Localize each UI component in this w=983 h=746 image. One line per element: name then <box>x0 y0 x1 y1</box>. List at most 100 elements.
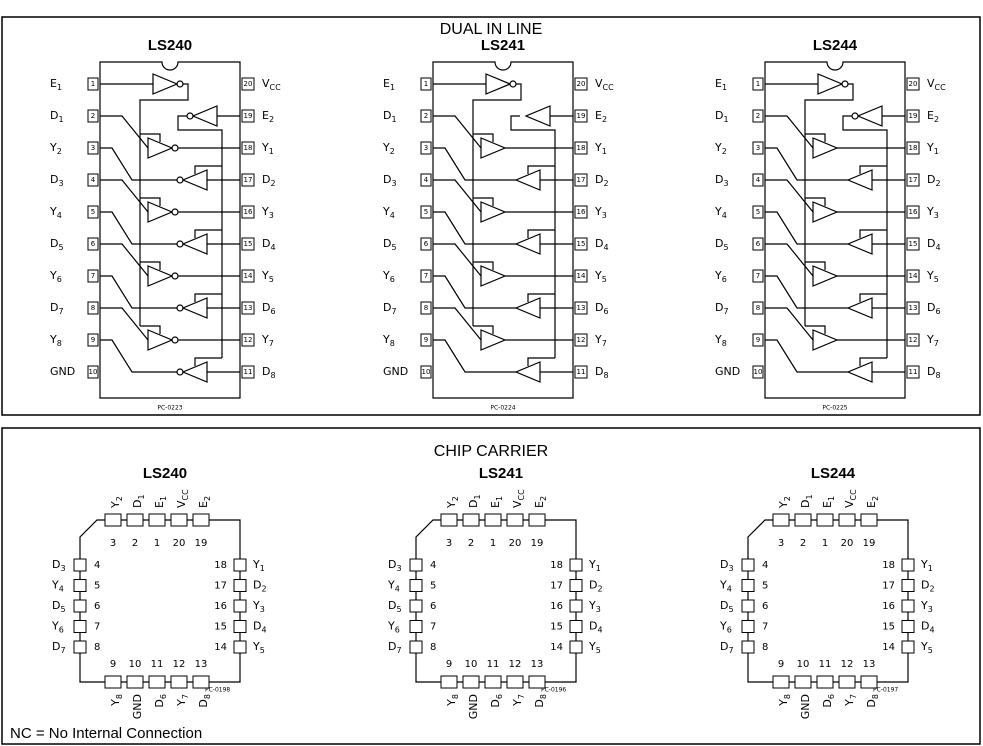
wire <box>472 83 522 326</box>
pin-number: 5 <box>756 208 760 216</box>
pin-label: D1 <box>715 109 729 124</box>
pin-number: 13 <box>909 304 918 312</box>
pin <box>170 675 188 689</box>
pin <box>73 640 87 654</box>
pin-label: D5 <box>720 599 734 614</box>
pin-label: D5 <box>388 599 402 614</box>
pin-label: D3 <box>383 173 397 188</box>
pin-number: 17 <box>550 581 563 592</box>
inverter-bubble <box>851 112 859 120</box>
pin-label: Y6 <box>49 269 62 284</box>
pin-number: 19 <box>909 112 918 120</box>
pin-label: D4 <box>921 620 935 635</box>
pin-number: 6 <box>756 240 761 248</box>
buffer-gate <box>812 265 839 287</box>
pin-label: D7 <box>383 301 397 316</box>
pin-label: D3 <box>715 173 729 188</box>
wire <box>100 179 149 213</box>
package-name: LS240 <box>143 465 187 482</box>
pin-label: Y8 <box>382 333 395 348</box>
pin-number: 11 <box>909 368 918 376</box>
pin <box>241 237 255 251</box>
pin-number: 14 <box>882 642 895 653</box>
buffer-gate <box>812 201 839 223</box>
pin-number: 11 <box>487 659 500 670</box>
pin <box>148 513 166 527</box>
pin-number: 16 <box>244 208 253 216</box>
pin-label: D6 <box>262 301 276 316</box>
pin-number: 14 <box>577 272 586 280</box>
pin-label: D6 <box>153 694 168 708</box>
pin-number: 18 <box>214 560 227 571</box>
part-code: PC-0223 <box>157 405 182 412</box>
pin-label: Y5 <box>261 269 274 284</box>
pin-label: Y7 <box>175 694 190 707</box>
inverter-bubble <box>171 208 179 216</box>
pin <box>860 675 878 689</box>
pin-label: Y2 <box>445 496 460 509</box>
pin <box>860 513 878 527</box>
pin <box>420 141 432 155</box>
pin-label: E2 <box>262 109 274 124</box>
pin-label: Y3 <box>588 599 601 614</box>
pin-label: Y6 <box>714 269 727 284</box>
pin-number: 4 <box>762 560 768 571</box>
pin <box>772 513 790 527</box>
pin <box>794 675 812 689</box>
pin-number: 10 <box>465 659 478 670</box>
pin-number: 11 <box>819 659 832 670</box>
pin <box>906 173 920 187</box>
part-code: PC-0196 <box>541 687 566 694</box>
pin-number: 13 <box>863 659 876 670</box>
pin <box>752 301 764 315</box>
pin <box>87 205 99 219</box>
pin-label: GND <box>467 694 480 719</box>
pin-number: 9 <box>778 659 784 670</box>
pin-label: Y3 <box>261 205 274 220</box>
pin-label: D2 <box>927 173 941 188</box>
pin-label: D5 <box>715 237 729 252</box>
part-code: PC-0198 <box>205 687 230 694</box>
pin <box>126 513 144 527</box>
pin-number: 15 <box>244 240 253 248</box>
pin <box>420 77 432 91</box>
wire <box>527 165 555 174</box>
pin-label: D1 <box>50 109 64 124</box>
pin <box>752 109 764 123</box>
buffer-gate <box>181 361 208 383</box>
pin <box>241 269 255 283</box>
pin-number: 8 <box>424 304 428 312</box>
buffer-gate <box>147 265 174 287</box>
pin <box>241 173 255 187</box>
buffer-gate <box>480 201 507 223</box>
pin <box>906 77 920 91</box>
pin-label: Y2 <box>49 141 62 156</box>
pin-number: 1 <box>756 80 760 88</box>
wire <box>527 229 555 238</box>
pin-label: Y4 <box>49 205 62 220</box>
wire <box>804 83 854 326</box>
pin-number: 15 <box>882 622 895 633</box>
pin <box>906 205 920 219</box>
pin-number: 20 <box>244 80 253 88</box>
pin-number: 8 <box>430 642 436 653</box>
pin <box>506 675 524 689</box>
pin-label: Y8 <box>109 694 124 707</box>
pin-number: 2 <box>424 112 428 120</box>
wire <box>433 275 516 309</box>
buffer-gate <box>147 201 174 223</box>
pin-label: D8 <box>533 694 548 708</box>
pin-number: 8 <box>756 304 760 312</box>
pin-number: 4 <box>424 176 429 184</box>
wire <box>473 261 494 270</box>
pin-label: D2 <box>589 579 603 594</box>
pin <box>752 173 764 187</box>
pin-label: Y1 <box>594 141 607 156</box>
part-code: PC-0225 <box>822 405 847 412</box>
pin-label: Y4 <box>719 579 732 594</box>
pin-label: GND <box>131 694 144 719</box>
pin <box>741 558 755 572</box>
pin-number: 2 <box>756 112 760 120</box>
pin-label: Y7 <box>261 333 274 348</box>
pin-number: 1 <box>822 538 828 549</box>
